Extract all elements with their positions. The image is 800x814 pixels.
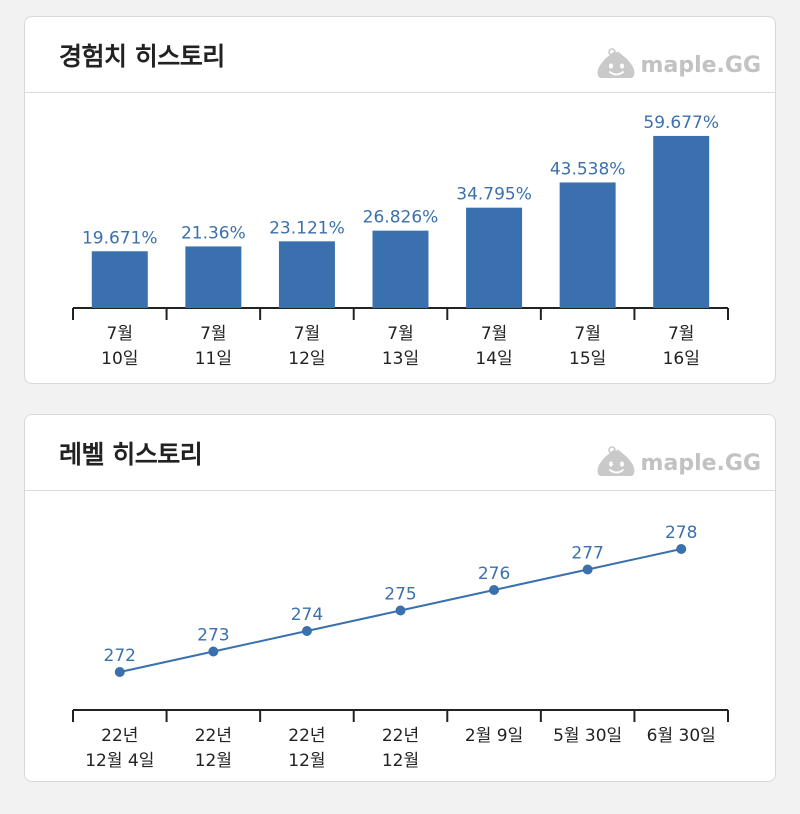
bar-value-label: 43.538% — [550, 159, 626, 179]
x-tick-label: 22년 — [382, 726, 419, 746]
x-tick-label: 12월 — [382, 751, 419, 771]
level-point — [676, 544, 687, 554]
x-tick-label: 6월 30일 — [647, 726, 716, 746]
x-tick-label: 5월 30일 — [553, 726, 622, 746]
exp-brand-logo: maple.GG — [595, 45, 761, 85]
level-point — [208, 646, 219, 657]
exp-bar — [278, 241, 335, 308]
x-tick-label: 12일 — [288, 349, 325, 369]
exp-bar — [372, 230, 429, 308]
point-value-label: 277 — [571, 544, 603, 564]
bar-value-label: 26.826% — [363, 208, 439, 228]
level-history-card: 레벨 히스토리 maple.GG 22년 12월 4일 22년 12월 22년 12월 22… — [24, 414, 776, 782]
level-point — [395, 605, 406, 616]
level-point — [582, 564, 593, 575]
exp-bar — [559, 182, 616, 308]
exp-bar-chart: 7월 10일 7월 11일 7월 12일 7월 13일 7월 14일 7월 15일 7월 16일 19.67… — [72, 113, 729, 369]
level-point — [114, 667, 125, 677]
x-tick-label: 14일 — [475, 349, 512, 369]
x-tick-label: 2월 9일 — [465, 726, 523, 746]
point-value-label: 272 — [104, 646, 136, 666]
bar-value-label: 59.677% — [643, 113, 719, 133]
level-card-title: 레벨 히스토리 — [59, 440, 203, 469]
bar-value-label: 34.795% — [456, 185, 532, 205]
x-tick-label: 13일 — [382, 349, 419, 369]
level-point — [301, 626, 312, 636]
x-tick-label: 7월 — [574, 324, 600, 344]
x-tick-label: 7월 — [107, 324, 133, 344]
x-tick-label: 12월 — [195, 751, 232, 771]
point-value-label: 275 — [384, 585, 416, 605]
point-value-label: 273 — [197, 626, 229, 646]
exp-card-header: 경험치 히스토리 maple.GG — [25, 17, 775, 93]
x-tick-label: 10일 — [101, 349, 138, 369]
bar-value-label: 21.36% — [181, 223, 246, 243]
x-tick-label: 7월 — [481, 324, 507, 344]
exp-history-card: 경험치 히스토리 maple.GG 7월 10일 7월 11일 7월 12일 7월 13일 7월… — [24, 16, 776, 384]
exp-bar — [91, 251, 148, 308]
x-tick-label: 11일 — [195, 349, 232, 369]
exp-card-title: 경험치 히스토리 — [59, 42, 225, 71]
x-tick-label: 12월 4일 — [85, 751, 154, 771]
bar-value-label: 23.121% — [269, 218, 345, 238]
x-tick-label: 16일 — [663, 349, 700, 369]
bar-value-label: 19.671% — [82, 228, 158, 248]
level-card-header: 레벨 히스토리 maple.GG — [25, 415, 775, 491]
brand-text: maple.GG — [640, 450, 761, 476]
x-tick-label: 22년 — [288, 726, 325, 746]
slime-mascot-icon — [597, 48, 634, 78]
x-tick-label: 7월 — [200, 324, 226, 344]
x-tick-label: 7월 — [294, 324, 320, 344]
x-tick-label: 7월 — [387, 324, 413, 344]
point-value-label: 276 — [478, 564, 510, 584]
x-tick-label: 7월 — [668, 324, 694, 344]
exp-bar — [653, 135, 710, 308]
point-value-label: 278 — [665, 523, 697, 543]
x-tick-label: 12월 — [288, 751, 325, 771]
slime-mascot-icon — [597, 446, 634, 476]
x-tick-label: 22년 — [101, 726, 138, 746]
x-tick-label: 15일 — [569, 349, 606, 369]
level-brand-logo: maple.GG — [595, 443, 761, 483]
x-tick-label: 22년 — [195, 726, 232, 746]
level-line-chart: 22년 12월 4일 22년 12월 22년 12월 22년 12월 2월 9일 5월 30일 6월… — [72, 523, 729, 771]
exp-bar — [466, 207, 523, 308]
exp-bar — [185, 246, 242, 308]
point-value-label: 274 — [291, 605, 323, 625]
level-point — [489, 585, 500, 595]
brand-text: maple.GG — [640, 52, 761, 78]
